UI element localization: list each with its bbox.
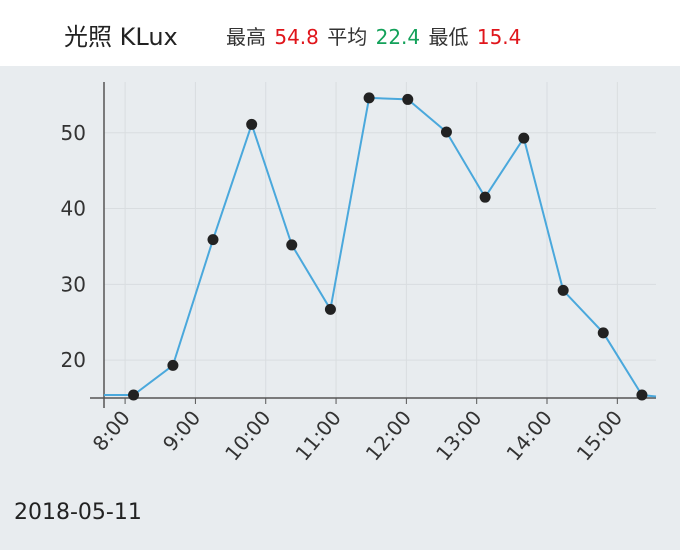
data-point <box>597 327 609 339</box>
x-tick-label: 8:00 <box>88 406 135 456</box>
avg-value: 22.4 <box>375 25 421 49</box>
data-point <box>246 118 258 130</box>
series-line <box>104 96 657 398</box>
data-point <box>324 303 336 315</box>
data-point <box>402 93 414 105</box>
data-point <box>479 191 491 203</box>
y-tick-label: 40 <box>61 197 86 221</box>
max-label: 最高 <box>226 25 266 49</box>
stats-summary: 最高 54.8 平均 22.4 最低 15.4 <box>226 21 523 50</box>
avg-label: 平均 <box>327 25 368 49</box>
y-tick-label: 20 <box>61 348 86 372</box>
min-value: 15.4 <box>476 25 522 49</box>
x-tick-label: 11:00 <box>290 406 345 466</box>
min-label: 最低 <box>428 25 469 49</box>
data-point <box>167 359 179 371</box>
x-tick-label: 15:00 <box>572 406 627 466</box>
max-value: 54.8 <box>274 25 319 49</box>
y-tick-label: 50 <box>61 121 86 145</box>
data-point <box>286 239 298 251</box>
y-tick-label: 30 <box>61 272 86 296</box>
x-tick-label: 9:00 <box>158 406 205 456</box>
chart-header: 光照 KLux 最高 54.8 平均 22.4 最低 15.4 <box>0 0 680 66</box>
x-tick-label: 12:00 <box>361 406 416 466</box>
data-point <box>636 389 648 401</box>
data-point <box>518 132 530 144</box>
date-label: 2018-05-11 <box>14 500 142 525</box>
chart-title: 光照 KLux <box>64 23 178 51</box>
data-point <box>557 284 569 296</box>
data-point <box>128 389 140 401</box>
data-point <box>440 126 452 138</box>
x-tick-label: 13:00 <box>431 406 486 466</box>
light-line-chart: 20 30 40 50 8:00 9:00 10:00 11:00 12:00 13:00 14:0… <box>61 82 657 466</box>
data-point <box>363 92 375 104</box>
x-tick-label: 14:00 <box>501 406 556 466</box>
data-point <box>207 234 219 246</box>
x-tick-label: 10:00 <box>220 406 275 466</box>
